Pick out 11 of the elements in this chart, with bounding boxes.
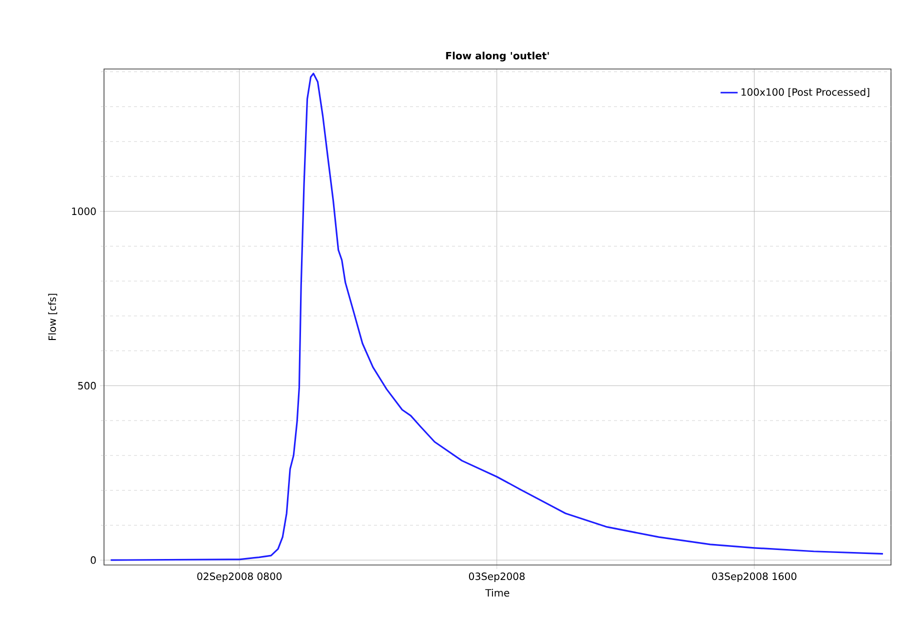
legend-label: 100x100 [Post Processed]: [742, 88, 870, 97]
x-axis-title: Time: [485, 588, 510, 597]
y-tick-label: 1000: [72, 208, 96, 216]
y-tick-label: 0: [90, 556, 96, 564]
y-tick-label: 500: [78, 382, 96, 390]
y-axis-title: Flow [cfs]: [48, 294, 58, 340]
x-tick-label: 03Sep2008: [468, 572, 525, 582]
line-series: [110, 72, 884, 561]
x-tick-label: 02Sep2008 0800: [197, 572, 282, 582]
chart-title: Flow along 'outlet': [446, 52, 549, 62]
x-tick-label: 03Sep2008 1600: [712, 572, 796, 582]
